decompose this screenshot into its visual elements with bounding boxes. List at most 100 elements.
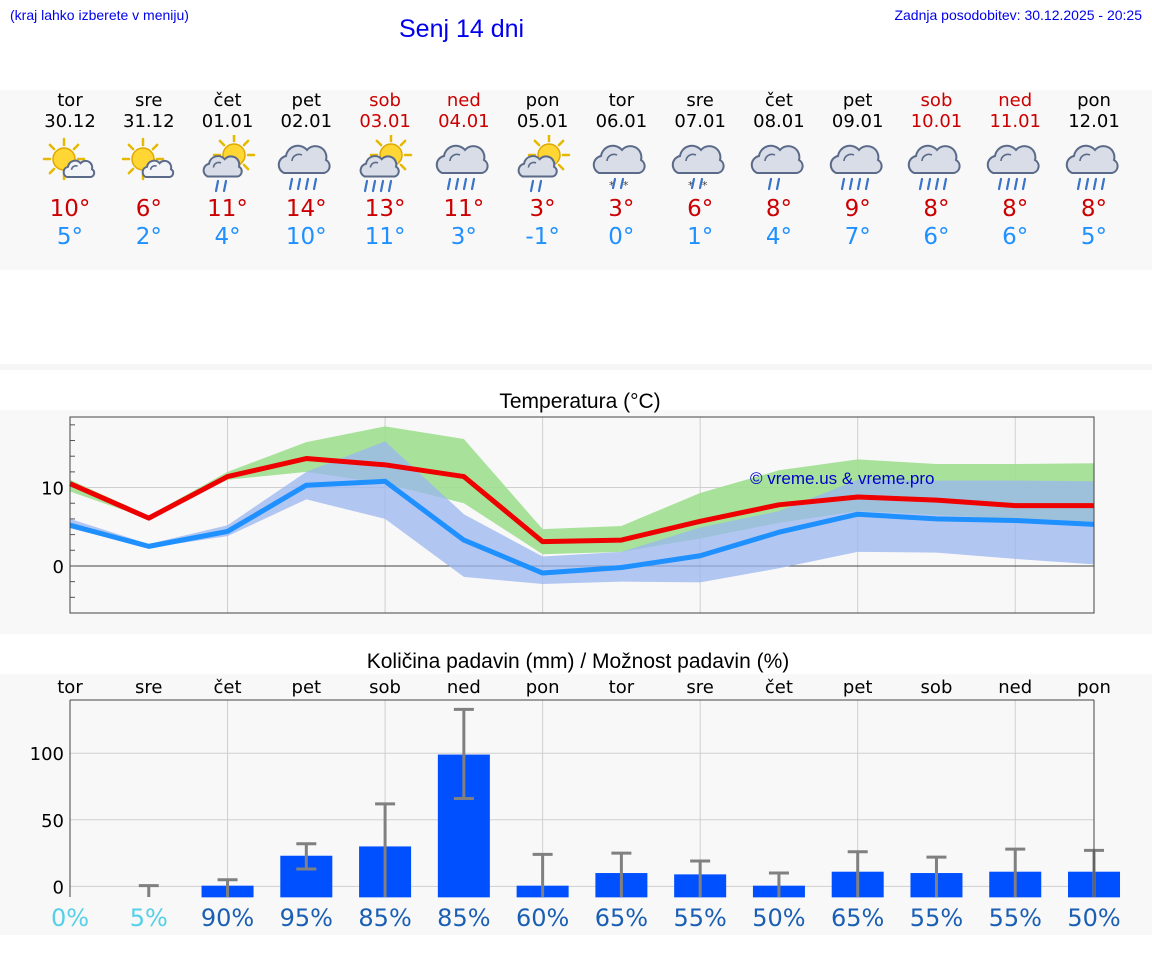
day-name: ned (998, 90, 1033, 111)
day-column: pon 12.01 8° 5° (1056, 90, 1132, 251)
sun-cloud-icon (121, 137, 174, 181)
precipitation-probability: 55% (989, 904, 1042, 932)
day-column: ned 04.01 11° 3° (426, 90, 502, 251)
day-name: sre (686, 90, 714, 111)
precipitation-probability: 5% (130, 904, 168, 932)
day-name: pet (842, 90, 873, 111)
cloud-light-rain-icon (750, 144, 804, 191)
day-date: 08.01 (753, 111, 805, 132)
max-temp: 3° (529, 196, 556, 222)
svg-text:*: * (688, 179, 694, 192)
day-date: 30.12 (44, 111, 96, 132)
precipitation-chart: Količina padavin (mm) / Možnost padavin … (0, 650, 1152, 935)
day-date: 06.01 (595, 111, 648, 132)
day-column: tor 06.01 * * 3° 0° (583, 90, 659, 251)
precipitation-chart-background (0, 674, 1152, 935)
last-updated: Zadnja posodobitev: 30.12.2025 - 20:25 (894, 7, 1142, 23)
day-name: čet (764, 90, 793, 111)
day-name: sre (135, 90, 163, 111)
sun-cloud-heavy-rain-icon (359, 135, 413, 193)
precipitation-probability: 85% (358, 904, 411, 932)
day-name: tor (57, 90, 83, 111)
precipitation-day-label: pon (1077, 677, 1111, 698)
precipitation-day-label: pon (526, 677, 560, 698)
cloud-sleet-icon: * * (671, 144, 725, 192)
day-column: pon 05.01 3° -1° (505, 90, 581, 251)
precipitation-day-label: čet (214, 677, 242, 698)
cloud-rain-icon (435, 144, 489, 191)
max-temp: 10° (49, 196, 91, 222)
precipitation-chart-title: Količina padavin (mm) / Možnost padavin … (367, 650, 790, 673)
temperature-chart: Temperatura (°C) 0 10 © vreme.us & vreme.pr… (0, 390, 1152, 634)
precipitation-y-tick-label: 50 (41, 811, 64, 832)
precipitation-day-label: sre (686, 677, 713, 698)
min-temp: 10° (285, 224, 327, 250)
min-temp: 6° (1002, 224, 1029, 250)
min-temp: 2° (135, 224, 162, 250)
day-name: sob (369, 90, 401, 111)
precipitation-probability: 95% (280, 904, 333, 932)
temperature-y-tick-label: 10 (41, 479, 64, 500)
max-temp: 14° (285, 196, 327, 222)
min-temp: -1° (525, 224, 560, 250)
section-divider (0, 364, 1152, 370)
min-temp: 5° (1080, 224, 1108, 250)
precipitation-y-tick-label: 0 (53, 877, 64, 898)
min-temp: 4° (765, 224, 792, 250)
sun-cloud-rain-icon (517, 135, 570, 193)
precipitation-probability: 0% (51, 904, 89, 932)
day-date: 04.01 (438, 111, 490, 132)
sun-cloud-rain-icon (202, 135, 255, 193)
min-temp: 3° (450, 224, 477, 250)
cloud-sleet-icon: * * (593, 144, 646, 192)
temperature-y-tick-label: 0 (53, 557, 64, 578)
day-date: 03.01 (359, 111, 411, 132)
precipitation-day-label: sob (369, 677, 401, 698)
precipitation-probability: 90% (201, 904, 254, 932)
max-temp: 9° (844, 196, 871, 222)
day-date: 02.01 (280, 111, 333, 132)
day-name: pet (291, 90, 322, 111)
day-column: čet 08.01 8° 4° (741, 90, 817, 251)
max-temp: 6° (135, 196, 162, 222)
day-column: tor 30.12 10° 5° (32, 90, 108, 251)
max-temp: 8° (1002, 196, 1029, 222)
precipitation-day-label: tor (609, 677, 635, 698)
min-temp-line (69, 478, 1095, 576)
svg-text:*: * (609, 179, 615, 192)
day-column: sob 10.01 8° 6° (898, 90, 974, 251)
max-temp: 13° (364, 196, 406, 222)
min-temp: 1° (687, 224, 714, 250)
precipitation-probability: 85% (437, 904, 490, 932)
day-date: 11.01 (989, 111, 1041, 132)
day-name: čet (213, 90, 242, 111)
day-column: ned 11.01 8° 6° (977, 90, 1053, 251)
max-temp: 8° (1080, 196, 1108, 222)
day-column: sre 07.01 * * 6° 1° (662, 90, 738, 251)
watermark: © vreme.us & vreme.pro (750, 469, 934, 488)
precipitation-y-tick-label: 100 (30, 744, 64, 765)
location-hint[interactable]: (kraj lahko izberete v meniju) (10, 7, 189, 23)
day-name: pon (1077, 90, 1111, 111)
precipitation-day-label: sre (135, 677, 162, 698)
min-temp: 6° (923, 224, 950, 250)
day-column: pet 09.01 9° 7° (820, 90, 896, 251)
precipitation-day-label: tor (57, 677, 83, 698)
svg-text:*: * (623, 179, 629, 192)
cloud-rain-icon (278, 144, 331, 191)
day-date: 07.01 (674, 111, 726, 132)
day-name: pon (525, 90, 560, 111)
day-name: sob (920, 90, 953, 111)
min-temp-range-band (70, 441, 1095, 584)
min-temp: 7° (844, 224, 871, 250)
precipitation-day-label: pet (843, 677, 873, 698)
day-date: 12.01 (1068, 111, 1120, 132)
day-name: tor (608, 90, 635, 111)
precipitation-probability: 55% (910, 904, 963, 932)
precipitation-day-label: ned (998, 677, 1032, 698)
max-temp: 8° (923, 196, 950, 222)
min-temp: 11° (364, 224, 406, 250)
cloud-rain-icon (1065, 144, 1119, 191)
max-temp: 6° (687, 196, 714, 222)
temperature-plot-frame (69, 416, 1095, 614)
